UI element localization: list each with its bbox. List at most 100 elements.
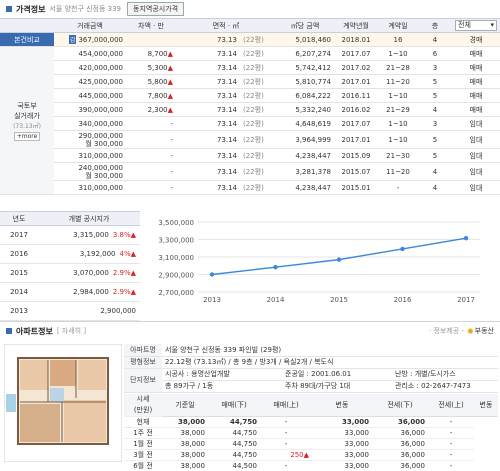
diff-value: - [170,167,173,176]
area-value: 73.14 [176,148,240,163]
per-sqm-value: 6,084,222 [276,88,334,103]
sise-col-sale-low: 매매(下) [208,394,260,417]
contract-day-value: 11~20 [378,74,418,89]
kind-filter-select[interactable]: 전체 ▾ [452,18,500,33]
contract-ym-value: 2017.01 [334,74,378,89]
sise-jeonse-change: - [428,416,474,428]
contract-day-value: 1~10 [378,116,418,131]
chart-point[interactable] [273,264,278,270]
pct-change: 2.9% [112,288,131,296]
more-button[interactable]: +more [13,131,41,141]
public-price-button[interactable]: 동지역공시가격 [127,2,185,16]
left-label-cell: 국토부 실거래가 (73.13㎡) +more [0,46,54,195]
sise-col-date: 기준일 [162,394,208,417]
up-arrow-icon: ▲ [167,91,173,100]
sise-col-jeonse-low: 전세(下) [372,394,428,417]
auction-badge: 감 [68,35,77,44]
sise-sale-high: 44,750 [208,427,260,439]
y-tick-label: 2,900,000 [158,272,194,280]
table-row[interactable]: 240,000,000 월 300,000 - 73.14 (22평) 3,281… [0,162,500,181]
table-row[interactable]: 290,000,000 월 300,000 - 73.14 (22평) 3,964… [0,130,500,149]
price-info-header: 가격정보 서울 양천구 신정동 339 동지역공시가격 [0,2,500,16]
contract-day-value: 11~20 [378,162,418,181]
pyeong-value: (22평) [240,148,276,163]
x-tick-label: 2017 [457,296,475,304]
up-arrow-icon: ▲ [130,269,136,277]
col-amount: 거래금액 [54,18,126,33]
compare-day: 16 [378,32,418,47]
chart-point[interactable] [463,235,469,241]
transaction-table: 거래금액 차액 · 만 면적 · ㎡ ㎡당 금액 계약년월 계약일 층 전체 ▾… [0,18,500,195]
table-row[interactable]: 310,000,000 - 73.14 (22평) 4,238,447 2015… [0,180,500,195]
apt-detail-link[interactable]: [ 자세히 ] [56,327,87,335]
chart-point[interactable] [400,246,405,252]
sise-table: 시세 (만원) 기준일 매매(下) 매매(上) 변동 전세(下) 전세(上) 변… [124,394,498,471]
sise-row: 1월 전 38,000 44,750 - 33,000 36,000 - [124,438,498,450]
per-sqm-value: 3,964,999 [276,130,334,149]
sise-jeonse-low: 33,000 [312,449,372,461]
price-info-address: 서울 양천구 신정동 339 [49,5,122,13]
section-square-icon [6,328,12,334]
diff-cell: - [126,130,176,149]
year-value: 2014 [0,282,38,302]
apt-complex-label: 단지정보 [124,368,162,393]
amount-line-2: 월 300,000 [85,171,123,180]
sise-jeonse-high: 36,000 [372,449,428,461]
chart-y-ticks: 3,500,000 3,300,000 3,100,000 2,900,000 2,70… [158,219,194,297]
table-row[interactable]: 390,000,000 2,300▲ 73.14 (22평) 5,332,240… [0,102,500,117]
sise-jeonse-low: 33,000 [312,427,372,439]
table-row[interactable]: 310,000,000 - 73.14 (22평) 4,238,447 2015… [0,148,500,163]
floor-plan-image[interactable] [4,344,122,462]
chart-point[interactable] [336,257,342,262]
sise-col-jeonse-change: 변동 [474,394,498,417]
table-row[interactable]: 340,000,000 - 73.14 (22평) 4,648,619 2017… [0,116,500,131]
sise-header-row: 시세 (만원) 기준일 매매(下) 매매(上) 변동 전세(下) 전세(上) 변… [124,394,498,417]
public-price-value: 2,984,000 [73,288,109,296]
amount-value: 420,000,000 [78,63,123,72]
amount-cell: 390,000,000 [54,102,126,117]
per-sqm-value: 4,238,447 [276,148,334,163]
diff-cell: 5,300▲ [126,60,176,75]
contract-day-value: 21~29 [378,102,418,117]
amount-value: 445,000,000 [78,91,123,100]
amount-value: 310,000,000 [78,151,123,160]
chevron-down-icon: ▾ [490,21,494,29]
floor-value: 6 [418,46,452,61]
sise-jeonse-change: - [428,460,474,471]
source-label: · 정보제공 - [429,327,464,335]
up-arrow-icon: ▲ [167,77,173,86]
floor-value: 5 [418,88,452,103]
sise-date: 1월 전 [124,438,162,450]
sise-jeonse-high: 36,000 [372,427,428,439]
sise-jeonse-low: 33,000 [312,460,372,471]
sun-logo-icon: ✺ [466,326,474,336]
diff-cell: 2,300▲ [126,102,176,117]
area-value: 73.14 [176,74,240,89]
table-row[interactable]: 425,000,000 5,800▲ 73.14 (22평) 5,810,774… [0,74,500,89]
table-row[interactable]: 420,000,000 5,300▲ 73.14 (22평) 5,742,412… [0,60,500,75]
per-sqm-value: 5,332,240 [276,102,334,117]
table-row[interactable]: 국토부 실거래가 (73.13㎡) +more 454,000,000 8,70… [0,46,500,195]
table-row[interactable]: 445,000,000 7,800▲ 73.14 (22평) 6,084,222… [0,88,500,103]
pyeong-value: (22평) [240,180,276,195]
corner-cell [0,18,54,33]
kind-value: 임대 [452,116,500,131]
brand-label: 부동산 [474,327,494,335]
kind-filter-value: 전체 [458,21,471,29]
amount-cell: 310,000,000 [54,180,126,195]
diff-value: 8,700 [147,49,168,58]
floor-value: 4 [418,180,452,195]
kind-value: 매매 [452,88,500,103]
sise-sale-change: - [260,460,312,471]
compare-area: 73.13 [176,32,240,47]
sise-date: 3월 전 [124,449,162,461]
contract-ym-value: 2017.07 [334,46,378,61]
y-tick-label: 3,500,000 [158,219,194,227]
sise-sale-low: 38,000 [162,438,208,450]
public-price-cell: 2,984,000 2.9%▲ [38,282,140,302]
sise-col-sale-change: 변동 [312,394,372,417]
diff-value: 5,300 [147,63,168,72]
diff-value: 2,300 [147,105,168,114]
chart-point[interactable] [209,272,215,277]
x-tick-label: 2013 [203,296,221,304]
